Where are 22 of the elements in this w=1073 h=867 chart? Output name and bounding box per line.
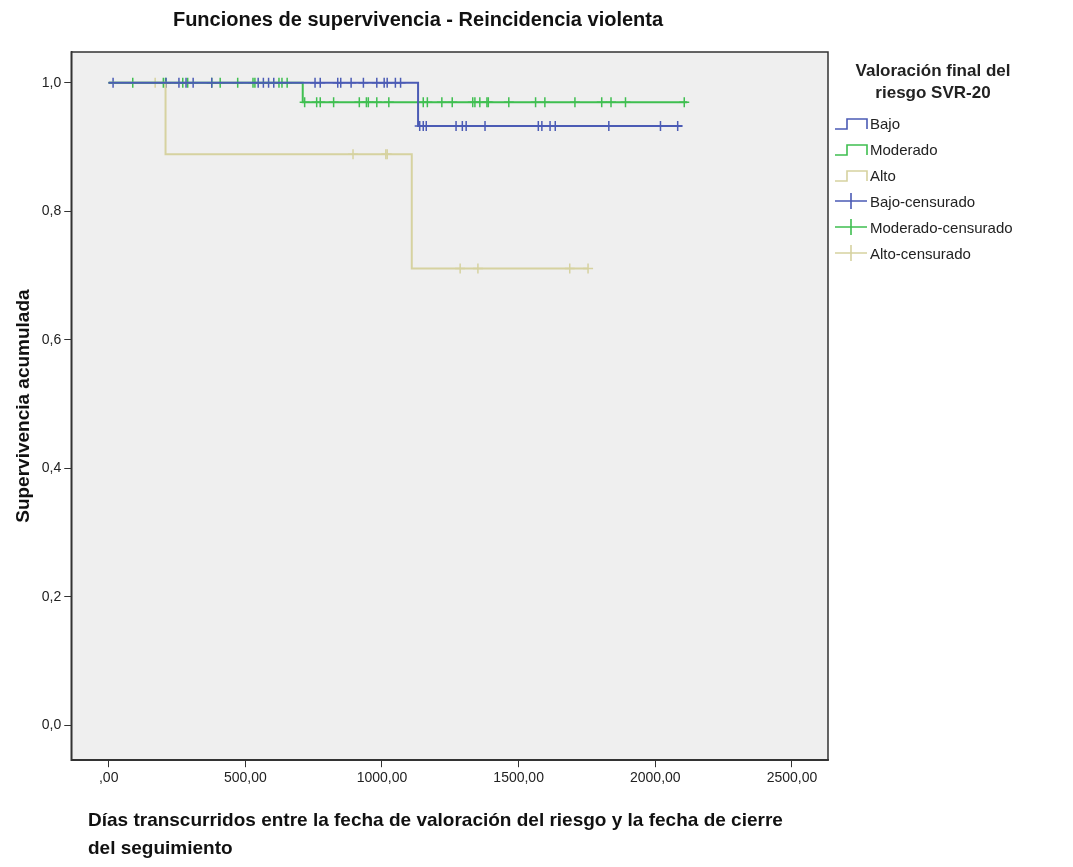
y-tick-label: 0,0: [41, 716, 62, 733]
y-tick-label: 0,4: [41, 459, 62, 476]
x-tick-label: 500,00: [223, 769, 267, 786]
x-tick-label: 2000,00: [629, 769, 681, 786]
y-tick-label: 0,2: [41, 587, 62, 604]
legend-label: Bajo: [870, 114, 901, 132]
legend-label: Moderado: [870, 140, 938, 158]
x-tick-label: 1500,00: [493, 769, 545, 786]
x-tick-label: ,00: [98, 769, 119, 786]
y-tick-label: 0,8: [41, 202, 62, 219]
legend-label: Moderado-censurado: [870, 218, 1013, 236]
chart-title: Funciones de supervivencia - Reincidencia violenta: [172, 7, 664, 30]
legend-label: Alto-censurado: [870, 244, 971, 262]
legend-label: Bajo-censurado: [870, 192, 976, 210]
legend-label: Alto: [870, 166, 896, 184]
y-axis-title: Supervivencia acumulada: [11, 288, 33, 523]
x-tick-label: 1000,00: [356, 769, 408, 786]
legend-title: Valoración final del riesgo SVR-20: [854, 60, 1012, 104]
y-tick-label: 0,6: [41, 330, 62, 347]
y-tick-label: 1,0: [41, 73, 62, 90]
x-axis-title: Días transcurridos entre la fecha de valoración del riesgo y la fecha de cierre del seguimiento: [88, 808, 784, 860]
x-tick-label: 2500,00: [766, 769, 818, 786]
